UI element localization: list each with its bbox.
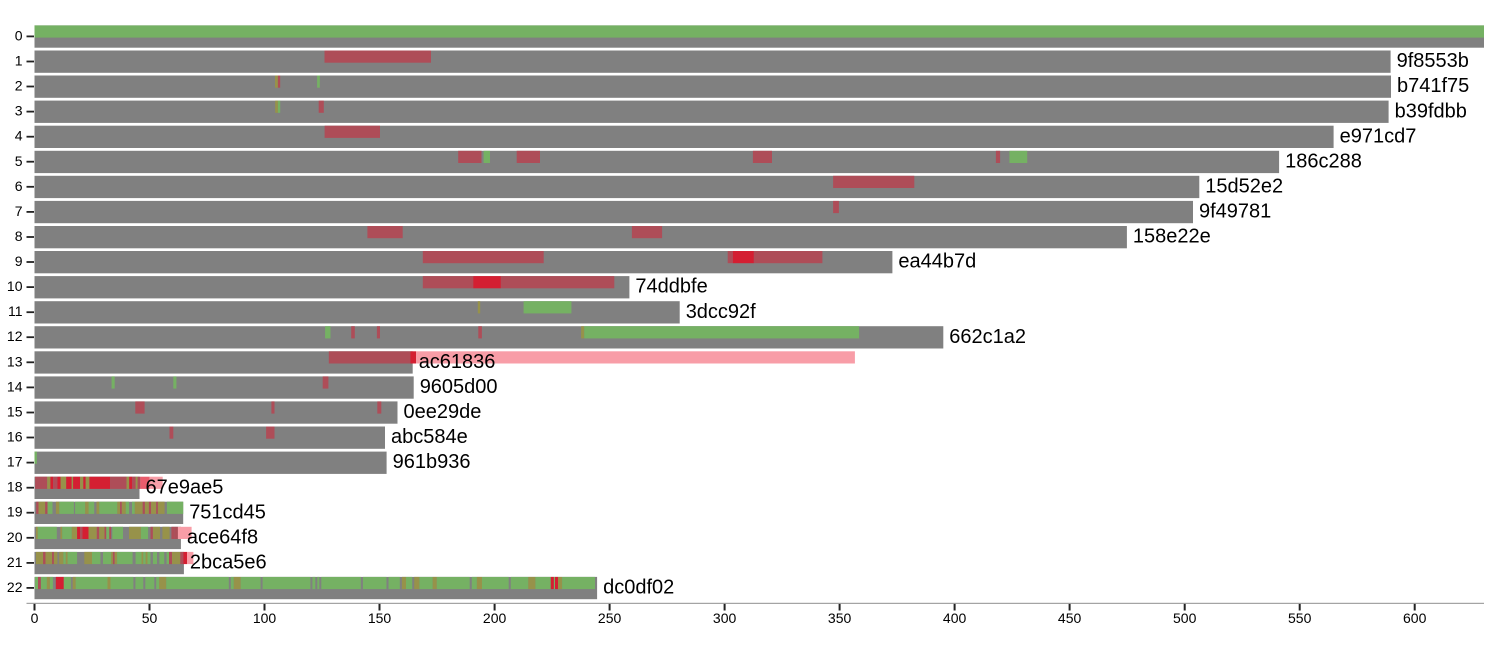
svg-text:550: 550 (1288, 610, 1312, 626)
svg-text:9f49781: 9f49781 (1199, 201, 1271, 223)
svg-text:67e9ae5: 67e9ae5 (146, 476, 224, 498)
svg-text:15: 15 (7, 403, 23, 419)
svg-text:3dcc92f: 3dcc92f (686, 301, 756, 323)
svg-text:ace64f8: ace64f8 (187, 526, 258, 548)
svg-text:19: 19 (7, 504, 23, 520)
svg-text:1: 1 (15, 53, 23, 69)
svg-text:7: 7 (15, 203, 23, 219)
svg-text:158e22e: 158e22e (1133, 226, 1211, 248)
svg-text:5: 5 (15, 153, 23, 169)
svg-text:16: 16 (7, 429, 23, 445)
svg-text:961b936: 961b936 (393, 451, 471, 473)
svg-text:9f8553b: 9f8553b (1397, 50, 1469, 72)
svg-text:150: 150 (368, 610, 392, 626)
svg-text:17: 17 (7, 454, 23, 470)
svg-text:6: 6 (15, 178, 23, 194)
svg-text:0: 0 (15, 27, 23, 43)
svg-text:8: 8 (15, 228, 23, 244)
svg-text:18: 18 (7, 479, 23, 495)
svg-text:250: 250 (598, 610, 622, 626)
svg-text:10: 10 (7, 278, 23, 294)
svg-text:abc584e: abc584e (391, 426, 468, 448)
svg-text:20: 20 (7, 529, 23, 545)
svg-text:b741f75: b741f75 (1397, 75, 1469, 97)
svg-text:74ddbfe: 74ddbfe (635, 276, 707, 298)
svg-text:350: 350 (828, 610, 852, 626)
svg-text:22: 22 (7, 579, 23, 595)
svg-text:dc0df02: dc0df02 (603, 577, 674, 599)
svg-text:450: 450 (1058, 610, 1082, 626)
svg-text:0ee29de: 0ee29de (404, 401, 482, 423)
svg-text:9: 9 (15, 253, 23, 269)
svg-text:15d52e2: 15d52e2 (1205, 176, 1283, 198)
svg-text:ea44b7d: ea44b7d (898, 251, 976, 273)
svg-text:ac61836: ac61836 (419, 351, 496, 373)
svg-text:b39fdbb: b39fdbb (1395, 100, 1467, 122)
svg-text:2: 2 (15, 78, 23, 94)
svg-text:300: 300 (713, 610, 737, 626)
svg-text:500: 500 (1173, 610, 1197, 626)
svg-text:11: 11 (8, 303, 23, 319)
svg-text:100: 100 (253, 610, 277, 626)
svg-text:50: 50 (142, 610, 158, 626)
svg-text:e971cd7: e971cd7 (1340, 125, 1417, 147)
svg-text:751cd45: 751cd45 (189, 501, 266, 523)
svg-text:200: 200 (483, 610, 507, 626)
svg-text:0: 0 (31, 610, 39, 626)
svg-text:14: 14 (7, 378, 23, 394)
svg-text:21: 21 (7, 554, 23, 570)
svg-text:2bca5e6: 2bca5e6 (190, 552, 267, 574)
svg-text:186c288: 186c288 (1285, 150, 1362, 172)
svg-text:12: 12 (7, 328, 23, 344)
svg-text:400: 400 (943, 610, 967, 626)
svg-text:13: 13 (7, 353, 23, 369)
svg-text:662c1a2: 662c1a2 (949, 326, 1026, 348)
svg-text:9605d00: 9605d00 (420, 376, 498, 398)
svg-text:600: 600 (1403, 610, 1427, 626)
svg-text:4: 4 (15, 128, 23, 144)
svg-text:3: 3 (15, 103, 23, 119)
